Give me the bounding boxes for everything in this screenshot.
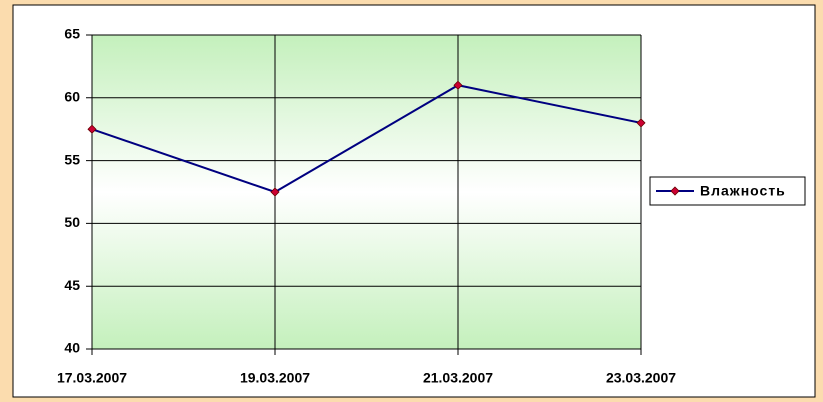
point-marker: [636, 118, 646, 128]
y-tick-label: 45: [64, 277, 80, 293]
y-tick-label: 65: [64, 26, 80, 42]
point-marker: [453, 80, 463, 90]
legend-label: Влажность: [700, 183, 786, 199]
y-tick-label: 40: [64, 340, 80, 356]
x-tick-label: 19.03.2007: [240, 370, 310, 386]
y-tick-label: 55: [64, 151, 80, 167]
point-marker: [270, 187, 280, 197]
point-marker: [87, 124, 97, 134]
x-tick-label: 21.03.2007: [423, 370, 493, 386]
series-line: [91, 84, 642, 194]
plot-area: [92, 35, 641, 349]
x-tick-label: 23.03.2007: [606, 370, 676, 386]
legend-marker: [670, 186, 680, 196]
y-tick-label: 60: [64, 89, 80, 105]
x-tick-label: 17.03.2007: [57, 370, 127, 386]
y-tick-label: 50: [64, 214, 80, 230]
